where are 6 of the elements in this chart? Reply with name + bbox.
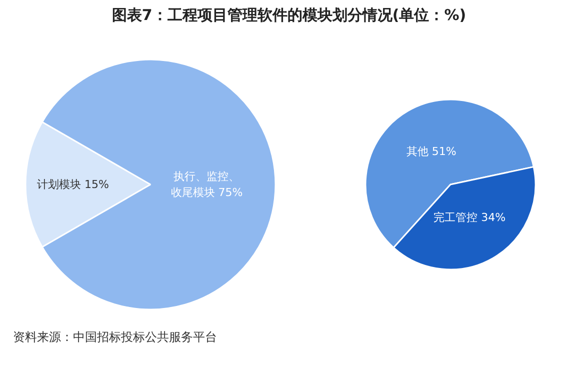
text: 资料来源：中国招标投标公共服务平台	[13, 329, 217, 346]
chart-title: 图表7：工程项目管理软件的模块划分情况(单位：%)	[112, 5, 466, 26]
slice-label: 完工管控 34%	[434, 211, 506, 224]
slice-label: 计划模块 15%	[37, 178, 109, 191]
slice-label: 其他 51%	[406, 144, 456, 158]
slice-label: 执行、监控、收尾模块 75%	[170, 170, 243, 199]
